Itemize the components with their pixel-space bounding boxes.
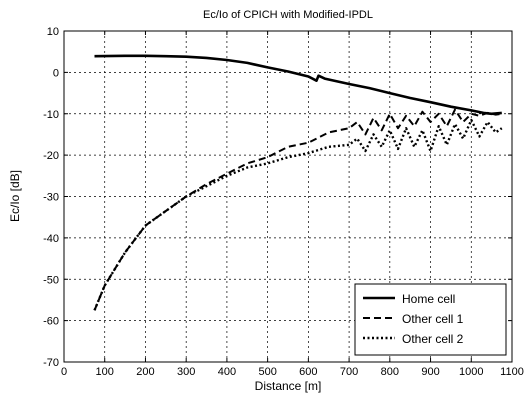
y-tick-label: -40 (43, 233, 59, 245)
x-tick-label: 1000 (459, 366, 483, 378)
x-tick-label: 700 (340, 366, 358, 378)
legend: Home cell Other cell 1 Other cell 2 (354, 283, 507, 356)
series-line-3 (93, 118, 503, 311)
legend-label-1: Home cell (402, 292, 455, 306)
y-tick-label: 0 (53, 67, 59, 79)
legend-label-2: Other cell 1 (402, 312, 464, 326)
y-tick-label: -30 (43, 192, 59, 204)
x-tick-label: 900 (421, 366, 439, 378)
x-tick-label: 400 (218, 366, 236, 378)
series-line-2 (93, 108, 502, 311)
y-tick-label: -50 (43, 274, 59, 286)
x-tick-label: 600 (299, 366, 317, 378)
x-tick-label: 800 (381, 366, 399, 378)
x-tick-label: 300 (177, 366, 195, 378)
y-tick-label: -10 (43, 109, 59, 121)
y-tick-label: -20 (43, 150, 59, 162)
x-tick-label: 1100 (500, 366, 524, 378)
x-axis-label: Distance [m] (255, 379, 322, 393)
legend-label-3: Other cell 2 (402, 332, 464, 346)
x-tick-label: 500 (258, 366, 276, 378)
legend-box (354, 283, 507, 356)
chart-title: Ec/Io of CPICH with Modified-IPDL (203, 9, 373, 21)
x-tick-label: 0 (61, 366, 67, 378)
y-tick-label: -70 (43, 357, 59, 369)
series-group (93, 54, 503, 311)
x-tick-label: 200 (136, 366, 154, 378)
series-line-1 (94, 54, 502, 116)
y-axis-label: Ec/Io [dB] (8, 170, 22, 222)
x-tick-label: 100 (96, 366, 114, 378)
ticks: 0 100 200 300 400 500 600 700 800 900 1000 1100100-… (43, 26, 524, 378)
y-tick-label: -60 (43, 316, 59, 328)
y-tick-label: 10 (47, 26, 59, 38)
